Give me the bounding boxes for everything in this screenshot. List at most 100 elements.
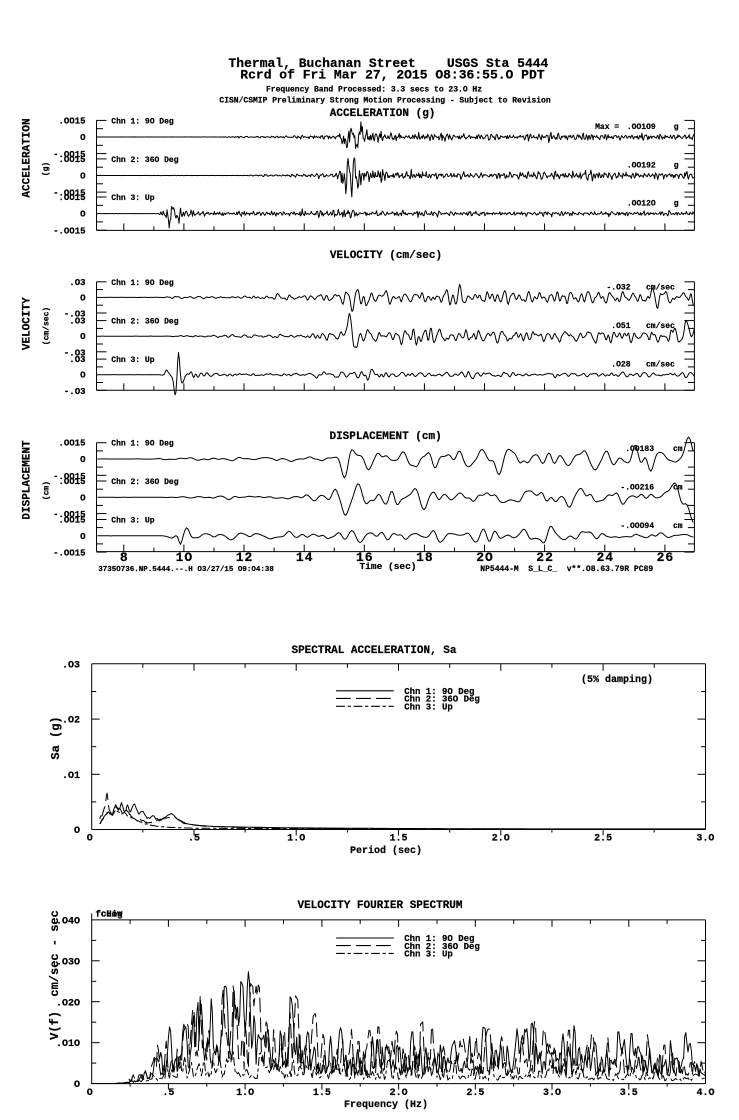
- svg-text:Chn 1: 9O Deg: Chn 1: 9O Deg: [111, 117, 174, 126]
- svg-text:26: 26: [657, 550, 675, 565]
- svg-text:18: 18: [416, 550, 434, 565]
- svg-text:O: O: [80, 371, 86, 381]
- svg-text:DISPLACEMENT (cm): DISPLACEMENT (cm): [329, 431, 441, 443]
- svg-text:Chn 3: Up: Chn 3: Up: [111, 356, 154, 365]
- svg-text:.O4O: .O4O: [56, 916, 80, 927]
- svg-text:Chn 2: 36O Deg: Chn 2: 36O Deg: [111, 156, 178, 165]
- svg-text:Sa (g): Sa (g): [49, 716, 63, 759]
- svg-text:-.O3: -.O3: [64, 310, 86, 320]
- svg-text:Chn 3: Up: Chn 3: Up: [111, 194, 154, 203]
- svg-text:Chn 3: Up: Chn 3: Up: [404, 702, 453, 712]
- svg-text:1.O: 1.O: [287, 834, 305, 845]
- svg-text:O: O: [87, 1088, 93, 1099]
- svg-text:24: 24: [596, 550, 614, 565]
- svg-text:3.5: 3.5: [620, 1088, 638, 1099]
- svg-text:3735O736.NP.5444.--.H O3/27/15: 3735O736.NP.5444.--.H O3/27/15 O9:O4:38: [98, 566, 274, 574]
- svg-text:cm/sec: cm/sec: [646, 322, 675, 331]
- svg-text:.OO192: .OO192: [627, 162, 656, 171]
- svg-text:4.O: 4.O: [696, 1088, 714, 1099]
- svg-text:Chn 2: 36O Deg: Chn 2: 36O Deg: [111, 318, 178, 327]
- svg-text:-.O3: -.O3: [64, 348, 86, 358]
- svg-text:VELOCITY: VELOCITY: [22, 297, 34, 350]
- svg-text:Time (sec): Time (sec): [359, 561, 416, 572]
- svg-text:cm/sec: cm/sec: [646, 361, 675, 370]
- svg-text:fcLow: fcLow: [96, 910, 124, 920]
- svg-text:g: g: [674, 123, 679, 132]
- svg-text:Chn 3: Up: Chn 3: Up: [111, 517, 154, 526]
- svg-text:VELOCITY FOURIER SPECTRUM: VELOCITY FOURIER SPECTRUM: [297, 900, 462, 912]
- svg-text:O: O: [80, 332, 86, 342]
- svg-text:Chn 1: 9O Deg: Chn 1: 9O Deg: [111, 440, 174, 449]
- svg-text:.O3: .O3: [69, 317, 85, 327]
- svg-text:(5% damping): (5% damping): [581, 674, 653, 686]
- svg-text:Chn 2: 36O Deg: Chn 2: 36O Deg: [111, 478, 178, 487]
- svg-text:.O2O: .O2O: [56, 998, 80, 1009]
- svg-text:8: 8: [120, 550, 129, 565]
- svg-text:Thermal, Buchanan Street US: Thermal, Buchanan Street USGS Sta 5444: [229, 56, 549, 71]
- svg-text:cm: cm: [673, 483, 683, 492]
- svg-text:O: O: [80, 293, 86, 303]
- svg-text:VELOCITY (cm/sec): VELOCITY (cm/sec): [330, 250, 442, 262]
- svg-text:1.O: 1.O: [236, 1088, 254, 1099]
- svg-text:O: O: [80, 210, 86, 220]
- svg-text:22: 22: [536, 550, 554, 565]
- svg-text:2.5: 2.5: [466, 1088, 484, 1099]
- svg-text:.O1: .O1: [62, 771, 80, 782]
- svg-text:-.OO15: -.OO15: [53, 150, 85, 160]
- svg-text:14: 14: [296, 550, 314, 565]
- svg-text:O: O: [80, 455, 86, 465]
- svg-text:O: O: [74, 1080, 80, 1091]
- svg-text:.OO12O: .OO12O: [627, 200, 656, 209]
- svg-text:Chn 1: 9O Deg: Chn 1: 9O Deg: [404, 934, 474, 944]
- svg-text:Period (sec): Period (sec): [350, 845, 422, 857]
- svg-text:Chn 3: Up: Chn 3: Up: [404, 950, 453, 960]
- svg-text:SPECTRAL ACCELERATION, Sa: SPECTRAL ACCELERATION, Sa: [291, 645, 456, 657]
- svg-text:Chn 1: 9O Deg: Chn 1: 9O Deg: [111, 279, 174, 288]
- svg-text:ACCELERATION: ACCELERATION: [22, 118, 34, 197]
- svg-text:O: O: [87, 834, 93, 845]
- svg-text:O: O: [80, 133, 86, 143]
- svg-text:O: O: [80, 493, 86, 503]
- svg-text:.O51: .O51: [611, 322, 630, 331]
- svg-text:Max =: Max =: [595, 123, 619, 132]
- svg-text:-.OO15: -.OO15: [53, 510, 85, 520]
- svg-text:(cm/sec): (cm/sec): [43, 307, 52, 345]
- svg-text:Chn 2: 36O Deg: Chn 2: 36O Deg: [404, 695, 480, 705]
- svg-text:.OO15: .OO15: [58, 516, 85, 526]
- svg-text:Rcrd of Fri Mar 27, 2O15 O8:36: Rcrd of Fri Mar 27, 2O15 O8:36:55.O PDT: [240, 68, 544, 83]
- svg-text:CISN/CSMIP Preliminary Strong: CISN/CSMIP Preliminary Strong Motion Pro…: [219, 97, 550, 106]
- svg-text:.O2: .O2: [62, 716, 80, 727]
- svg-text:.OO15: .OO15: [58, 155, 85, 165]
- svg-text:.O3: .O3: [69, 355, 85, 365]
- svg-text:O: O: [80, 532, 86, 542]
- svg-text:V(f) cm/sec - sec: V(f) cm/sec - sec: [48, 910, 62, 1040]
- svg-text:.O28: .O28: [611, 361, 630, 370]
- svg-text:2.O: 2.O: [492, 834, 510, 845]
- svg-text:-.OO15: -.OO15: [53, 189, 85, 199]
- svg-text:.OO15: .OO15: [58, 193, 85, 203]
- svg-text:O: O: [74, 826, 80, 837]
- svg-text:Chn 1: 9O Deg: Chn 1: 9O Deg: [404, 687, 474, 697]
- svg-text:-.OOO94: -.OOO94: [620, 522, 654, 531]
- svg-text:cm: cm: [673, 522, 683, 531]
- svg-text:2.5: 2.5: [594, 834, 612, 845]
- svg-text:-.OO216: -.OO216: [620, 483, 654, 492]
- svg-text:-.OO15: -.OO15: [53, 227, 85, 237]
- svg-text:-.O3: -.O3: [64, 387, 86, 397]
- svg-text:DISPLACEMENT: DISPLACEMENT: [22, 440, 34, 520]
- svg-text:(g): (g): [42, 162, 51, 176]
- svg-text:.O1O: .O1O: [56, 1039, 80, 1050]
- svg-text:.5: .5: [162, 1088, 174, 1099]
- svg-text:Frequency (Hz): Frequency (Hz): [344, 1099, 428, 1111]
- svg-text:(cm): (cm): [43, 481, 52, 500]
- svg-text:.O3: .O3: [62, 660, 80, 671]
- svg-text:g: g: [674, 162, 679, 171]
- svg-text:1O: 1O: [176, 550, 194, 565]
- svg-text:.OO183: .OO183: [625, 445, 654, 454]
- svg-text:NP5444-M S_L_C_ v**.O8.63.79: NP5444-M S_L_C_ v**.O8.63.79R PC89: [480, 565, 653, 574]
- svg-text:ACCELERATION (g): ACCELERATION (g): [330, 108, 436, 120]
- svg-text:.O3: .O3: [69, 278, 85, 288]
- svg-text:Frequency Band Processed: 3.3: Frequency Band Processed: 3.3 secs to 23…: [266, 86, 482, 95]
- svg-text:3.O: 3.O: [696, 834, 714, 845]
- svg-text:.OO1O9: .OO1O9: [627, 123, 656, 132]
